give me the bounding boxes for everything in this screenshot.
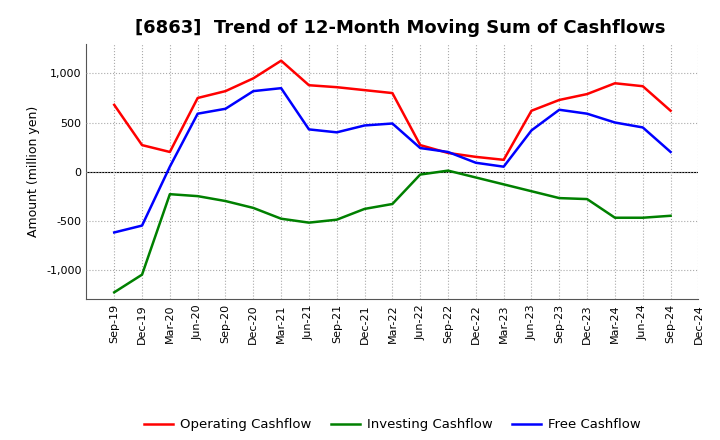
Free Cashflow [166,164,174,169]
Operating Cashflow [555,97,564,103]
Operating Cashflow [138,143,146,148]
Investing Cashflow [666,213,675,218]
Investing Cashflow [472,175,480,180]
Investing Cashflow [249,205,258,211]
Free Cashflow [416,145,425,150]
Line: Operating Cashflow: Operating Cashflow [114,61,670,160]
Free Cashflow [305,127,313,132]
Investing Cashflow [527,189,536,194]
Investing Cashflow [611,215,619,220]
Operating Cashflow [194,95,202,101]
Investing Cashflow [582,196,591,202]
Free Cashflow [110,230,119,235]
Free Cashflow [276,85,285,91]
Operating Cashflow [527,108,536,114]
Investing Cashflow [555,195,564,201]
Investing Cashflow [194,194,202,199]
Investing Cashflow [360,206,369,212]
Operating Cashflow [611,81,619,86]
Free Cashflow [555,107,564,112]
Y-axis label: Amount (million yen): Amount (million yen) [27,106,40,237]
Operating Cashflow [360,88,369,93]
Free Cashflow [666,149,675,154]
Free Cashflow [527,128,536,133]
Operating Cashflow [388,91,397,96]
Text: [6863]  Trend of 12-Month Moving Sum of Cashflows: [6863] Trend of 12-Month Moving Sum of C… [135,19,666,37]
Investing Cashflow [138,272,146,277]
Free Cashflow [194,111,202,116]
Legend: Operating Cashflow, Investing Cashflow, Free Cashflow: Operating Cashflow, Investing Cashflow, … [139,413,646,436]
Free Cashflow [472,160,480,165]
Free Cashflow [333,130,341,135]
Operating Cashflow [666,108,675,114]
Operating Cashflow [472,154,480,160]
Investing Cashflow [110,290,119,295]
Investing Cashflow [388,202,397,207]
Investing Cashflow [416,172,425,177]
Operating Cashflow [416,143,425,148]
Operating Cashflow [333,84,341,90]
Free Cashflow [639,125,647,130]
Investing Cashflow [276,216,285,221]
Investing Cashflow [166,191,174,197]
Operating Cashflow [276,58,285,63]
Investing Cashflow [305,220,313,225]
Free Cashflow [138,223,146,228]
Investing Cashflow [221,198,230,204]
Investing Cashflow [333,217,341,222]
Investing Cashflow [500,182,508,187]
Operating Cashflow [639,84,647,89]
Free Cashflow [360,123,369,128]
Free Cashflow [500,164,508,169]
Operating Cashflow [110,102,119,107]
Line: Investing Cashflow: Investing Cashflow [114,171,670,292]
Operating Cashflow [582,92,591,97]
Operating Cashflow [444,150,452,156]
Free Cashflow [444,149,452,154]
Free Cashflow [249,88,258,94]
Free Cashflow [582,111,591,116]
Investing Cashflow [639,215,647,220]
Operating Cashflow [221,88,230,94]
Operating Cashflow [305,83,313,88]
Free Cashflow [388,121,397,126]
Operating Cashflow [166,149,174,154]
Operating Cashflow [249,76,258,81]
Free Cashflow [221,106,230,111]
Free Cashflow [611,120,619,125]
Operating Cashflow [500,157,508,162]
Investing Cashflow [444,168,452,173]
Line: Free Cashflow: Free Cashflow [114,88,670,232]
